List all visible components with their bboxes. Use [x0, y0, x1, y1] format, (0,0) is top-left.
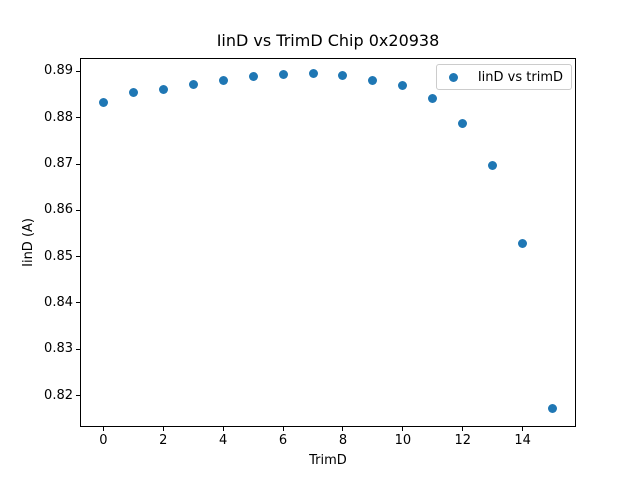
x-tick-mark [402, 427, 404, 431]
x-tick-mark [522, 427, 524, 431]
legend-marker-icon [448, 72, 458, 82]
data-point [458, 118, 468, 128]
x-tick-label: 10 [394, 433, 412, 448]
y-tick-mark [76, 256, 80, 258]
data-point [548, 403, 558, 413]
data-point [308, 69, 318, 79]
x-axis-label: TrimD [309, 453, 347, 468]
y-tick-label: 0.83 [44, 341, 73, 357]
data-point [218, 75, 228, 85]
data-point [518, 238, 528, 248]
chart-title: IinD vs TrimD Chip 0x20938 [216, 31, 440, 50]
data-point [278, 70, 288, 80]
x-tick-mark [222, 427, 224, 431]
x-tick-mark [102, 427, 104, 431]
y-tick-mark [76, 348, 80, 350]
y-tick-mark [76, 70, 80, 72]
x-tick-label: 2 [159, 433, 168, 448]
y-tick-label: 0.82 [44, 387, 73, 403]
data-point [428, 93, 438, 103]
y-tick-label: 0.87 [44, 156, 73, 172]
x-tick-mark [282, 427, 284, 431]
y-tick-label: 0.85 [44, 248, 73, 264]
x-tick-label: 12 [454, 433, 472, 448]
x-tick-label: 14 [514, 433, 531, 448]
data-point [188, 80, 198, 90]
x-tick-label: 6 [278, 433, 288, 448]
data-point [158, 84, 168, 94]
data-point [398, 81, 408, 91]
data-point [98, 97, 108, 107]
y-tick-mark [76, 209, 80, 211]
legend-label: IinD vs trimD [477, 69, 563, 85]
y-tick-mark [76, 163, 80, 165]
legend: IinD vs trimD [435, 64, 572, 90]
y-tick-mark [76, 117, 80, 119]
y-tick-mark [76, 302, 80, 304]
x-tick-mark [162, 427, 164, 431]
y-tick-label: 0.84 [44, 294, 73, 310]
x-tick-label: 4 [219, 433, 228, 448]
data-point [338, 70, 348, 80]
x-tick-label: 8 [338, 433, 348, 448]
data-point [128, 88, 138, 98]
data-point [248, 72, 258, 82]
x-tick-label: 0 [99, 433, 108, 448]
y-tick-label: 0.88 [44, 109, 73, 125]
y-tick-mark [76, 395, 80, 397]
data-point [368, 75, 378, 85]
plot-area: IinD vs trimD [80, 58, 576, 427]
x-tick-mark [462, 427, 464, 431]
y-tick-label: 0.86 [44, 202, 73, 218]
y-tick-label: 0.89 [44, 63, 73, 79]
data-point [488, 161, 498, 171]
x-tick-mark [342, 427, 344, 431]
